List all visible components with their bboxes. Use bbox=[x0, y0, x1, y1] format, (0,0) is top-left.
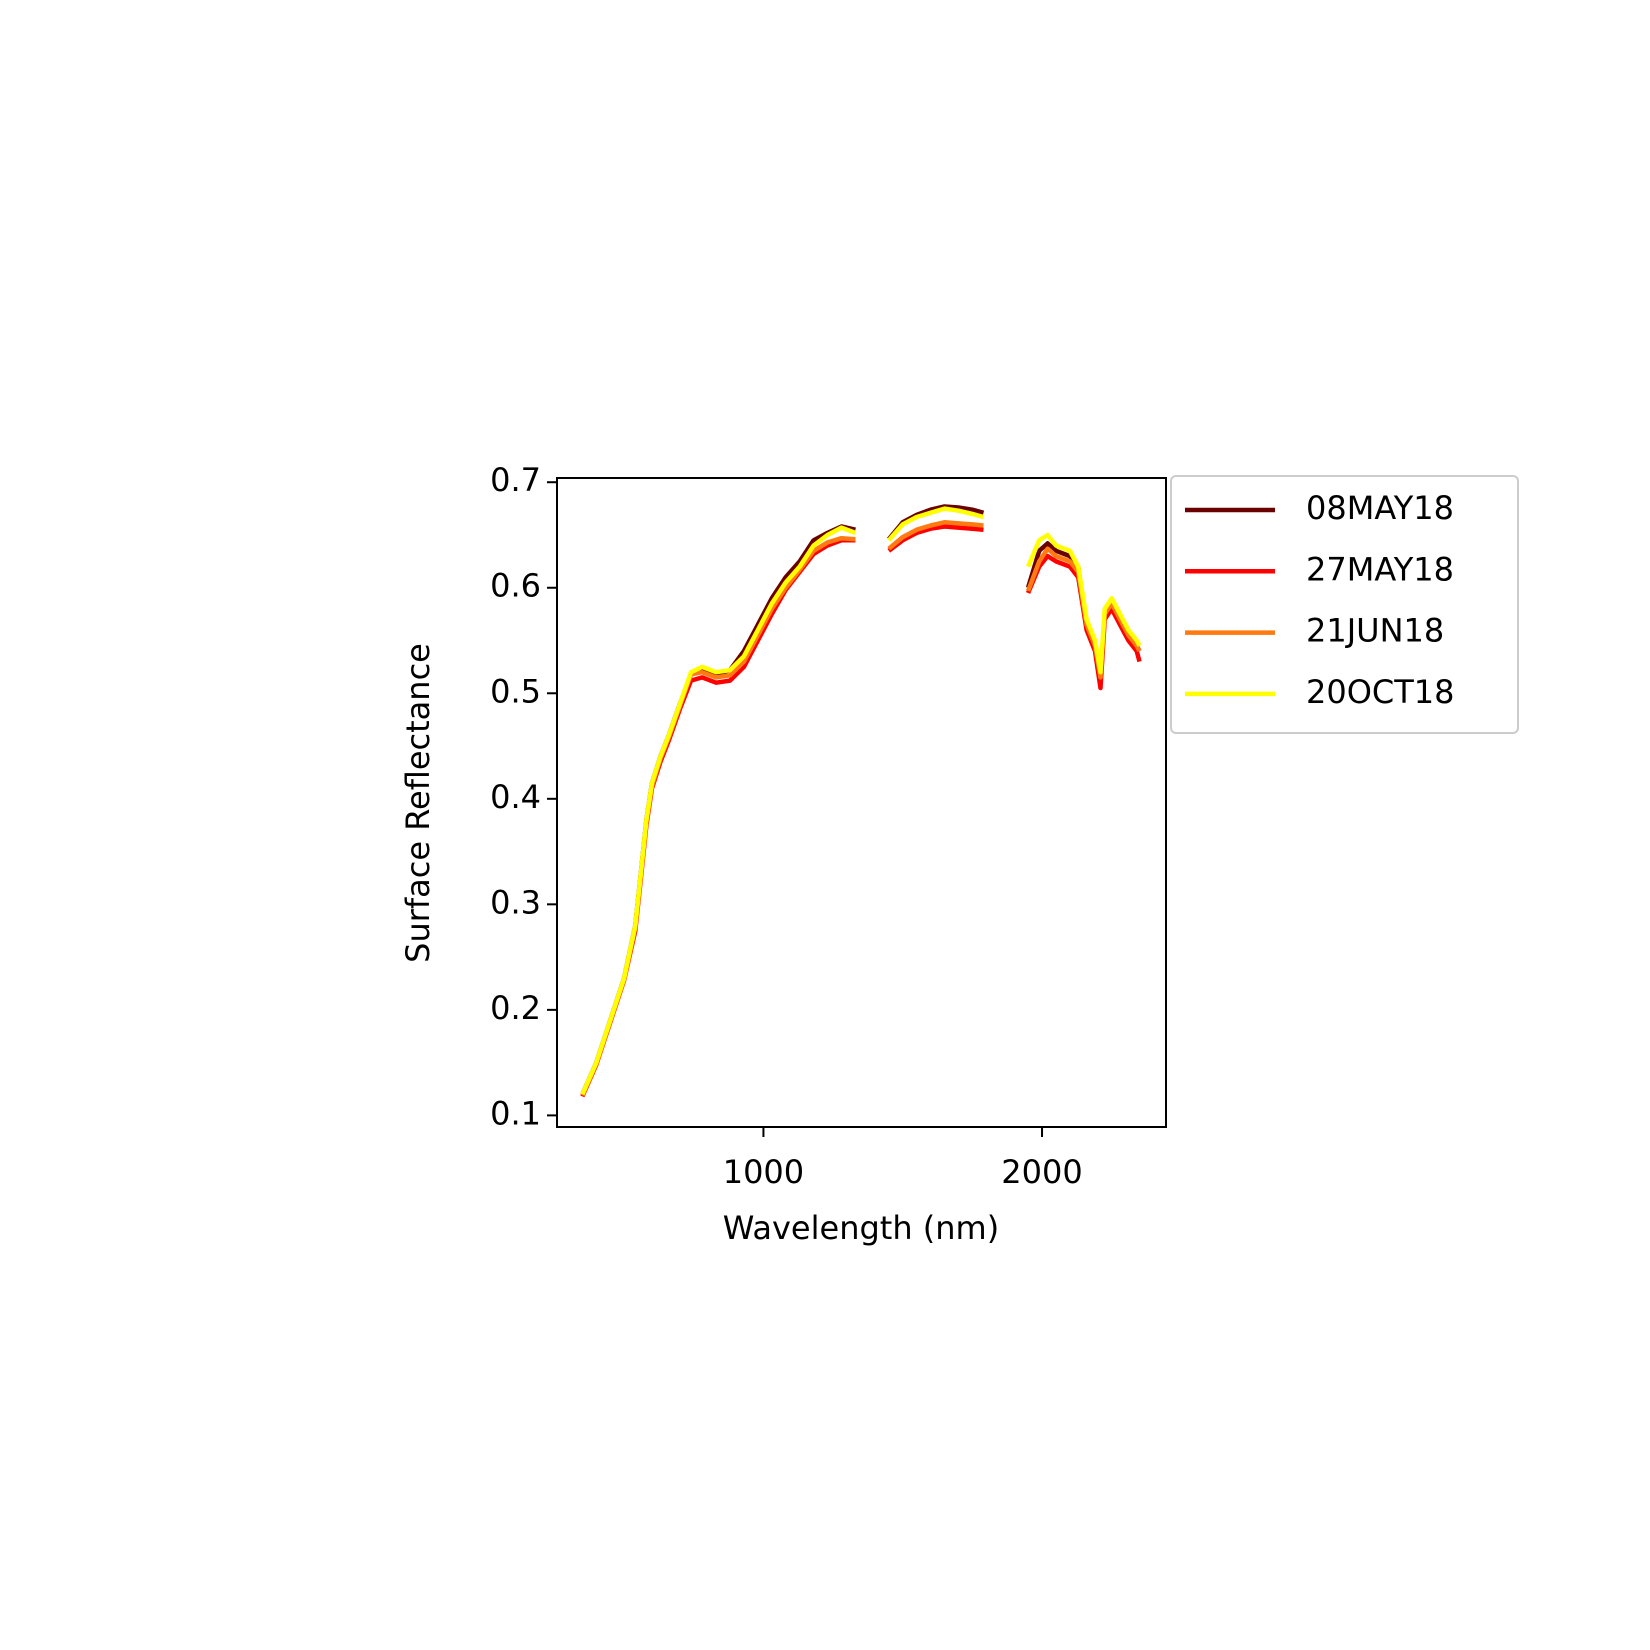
y-axis-label: Surface Reflectance bbox=[399, 643, 437, 963]
y-tick-label: 0.4 bbox=[490, 778, 541, 816]
y-tick-label: 0.1 bbox=[490, 1094, 541, 1132]
x-tick-label: 2000 bbox=[1001, 1153, 1082, 1191]
legend-label: 21JUN18 bbox=[1306, 612, 1444, 650]
series-line bbox=[580, 504, 1142, 1096]
series-line bbox=[580, 506, 1142, 1096]
legend-label: 27MAY18 bbox=[1306, 550, 1454, 588]
series-line bbox=[580, 524, 1142, 1098]
y-tick-label: 0.5 bbox=[490, 672, 541, 710]
y-tick-label: 0.6 bbox=[490, 567, 541, 605]
series-line bbox=[580, 520, 1142, 1097]
y-tick-label: 0.3 bbox=[490, 883, 541, 921]
y-tick-label: 0.7 bbox=[490, 461, 541, 499]
x-tick-label: 1000 bbox=[723, 1153, 804, 1191]
legend-box bbox=[1170, 475, 1519, 734]
legend-label: 08MAY18 bbox=[1306, 489, 1454, 527]
y-tick-label: 0.2 bbox=[490, 989, 541, 1027]
plot-frame bbox=[556, 477, 1167, 1128]
x-axis-label: Wavelength (nm) bbox=[723, 1209, 999, 1247]
legend-label: 20OCT18 bbox=[1306, 673, 1455, 711]
